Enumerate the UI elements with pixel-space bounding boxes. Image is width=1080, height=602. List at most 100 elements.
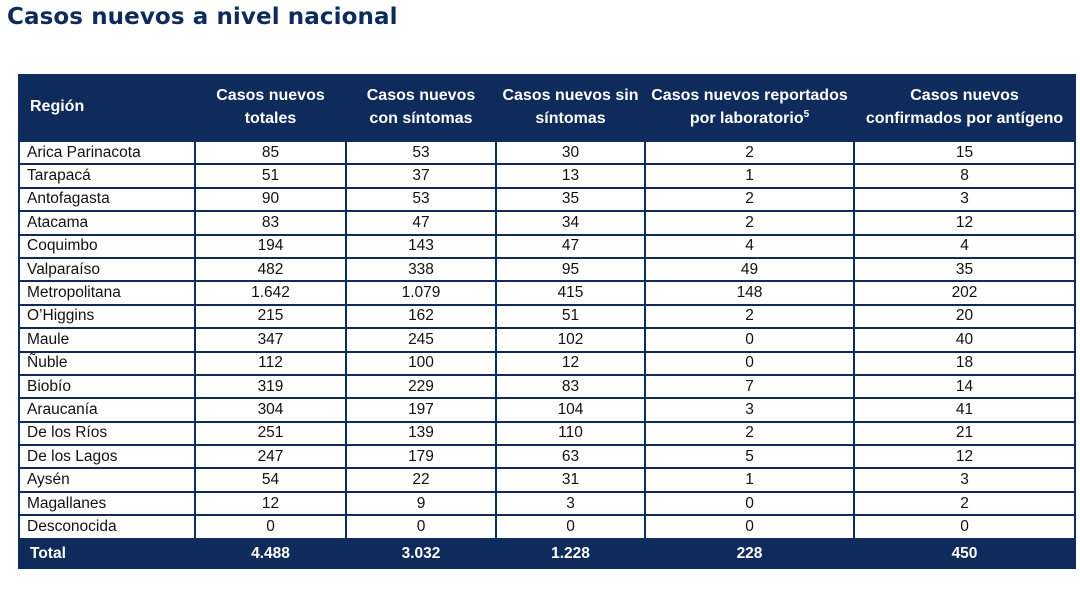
cell-totales: 251: [194, 420, 347, 447]
cell-con-sintomas: 9: [345, 490, 497, 517]
cell-sin-sintomas: 0: [495, 514, 646, 540]
cell-totales: 51: [194, 163, 347, 189]
cell-antigeno: 4: [853, 233, 1076, 259]
cell-region: Biobío: [18, 373, 196, 400]
header-antigeno: Casos nuevos confirmados por antígeno: [853, 74, 1076, 141]
cell-antigeno: 0: [853, 514, 1076, 540]
table-row: Magallanes 12 9 3 0 2: [18, 490, 1076, 517]
cell-region: Araucanía: [18, 397, 196, 423]
table-row: Desconocida 0 0 0 0 0: [18, 514, 1076, 540]
header-region: Región: [18, 74, 196, 141]
cell-totales: 319: [194, 373, 347, 400]
cell-totales: 482: [194, 256, 347, 283]
header-con-sintomas: Casos nuevos con síntomas: [345, 74, 497, 141]
table-row: Aysén 54 22 31 1 3: [18, 467, 1076, 493]
table-row: De los Ríos 251 139 110 2 21: [18, 420, 1076, 447]
footnote-marker: 5: [803, 108, 810, 120]
cell-region: Atacama: [18, 210, 196, 236]
cell-antigeno: 12: [853, 444, 1076, 470]
total-antigeno: 450: [853, 538, 1076, 569]
cell-laboratorio: 2: [644, 303, 855, 330]
cell-totales: 12: [194, 490, 347, 517]
cell-sin-sintomas: 47: [495, 233, 646, 259]
cell-laboratorio: 49: [644, 256, 855, 283]
table-row: Metropolitana 1.642 1.079 415 148 202: [18, 280, 1076, 306]
cell-antigeno: 18: [853, 350, 1076, 376]
total-con-sintomas: 3.032: [345, 538, 497, 569]
cell-antigeno: 202: [853, 280, 1076, 306]
cell-totales: 194: [194, 233, 347, 259]
cell-region: Desconocida: [18, 514, 196, 540]
table-body: Arica Parinacota 85 53 30 2 15 Tarapacá 51 37 13 1…: [18, 139, 1076, 540]
cell-totales: 1.642: [194, 280, 347, 306]
table-row: Valparaíso 482 338 95 49 35: [18, 256, 1076, 283]
cell-laboratorio: 2: [644, 210, 855, 236]
header-row: Región Casos nuevos totales Casos nuevos c…: [18, 74, 1076, 141]
cell-antigeno: 41: [853, 397, 1076, 423]
cell-totales: 83: [194, 210, 347, 236]
cell-con-sintomas: 197: [345, 397, 497, 423]
cell-sin-sintomas: 13: [495, 163, 646, 189]
cell-antigeno: 8: [853, 163, 1076, 189]
cell-antigeno: 21: [853, 420, 1076, 447]
cell-region: Metropolitana: [18, 280, 196, 306]
total-row: Total 4.488 3.032 1.228 228 450: [18, 538, 1076, 569]
cell-laboratorio: 0: [644, 350, 855, 376]
cell-region: Tarapacá: [18, 163, 196, 189]
cell-region: O’Higgins: [18, 303, 196, 330]
cell-laboratorio: 148: [644, 280, 855, 306]
cell-con-sintomas: 338: [345, 256, 497, 283]
cell-antigeno: 20: [853, 303, 1076, 330]
cell-sin-sintomas: 34: [495, 210, 646, 236]
cell-region: Maule: [18, 327, 196, 353]
cell-sin-sintomas: 83: [495, 373, 646, 400]
cell-sin-sintomas: 12: [495, 350, 646, 376]
cell-sin-sintomas: 30: [495, 139, 646, 166]
cell-totales: 304: [194, 397, 347, 423]
cell-region: Antofagasta: [18, 186, 196, 213]
cell-laboratorio: 2: [644, 186, 855, 213]
cell-antigeno: 12: [853, 210, 1076, 236]
cell-antigeno: 2: [853, 490, 1076, 517]
cell-region: Ñuble: [18, 350, 196, 376]
cell-con-sintomas: 229: [345, 373, 497, 400]
cell-laboratorio: 3: [644, 397, 855, 423]
table-row: Coquimbo 194 143 47 4 4: [18, 233, 1076, 259]
cell-antigeno: 14: [853, 373, 1076, 400]
cases-table: Región Casos nuevos totales Casos nuevos c…: [18, 74, 1076, 569]
cell-sin-sintomas: 63: [495, 444, 646, 470]
cell-region: Aysén: [18, 467, 196, 493]
table-row: Biobío 319 229 83 7 14: [18, 373, 1076, 400]
total-totales: 4.488: [194, 538, 347, 569]
table-row: O’Higgins 215 162 51 2 20: [18, 303, 1076, 330]
cell-laboratorio: 0: [644, 490, 855, 517]
cell-antigeno: 3: [853, 186, 1076, 213]
cell-con-sintomas: 139: [345, 420, 497, 447]
cell-laboratorio: 0: [644, 514, 855, 540]
cell-con-sintomas: 53: [345, 139, 497, 166]
cell-con-sintomas: 179: [345, 444, 497, 470]
table-row: Araucanía 304 197 104 3 41: [18, 397, 1076, 423]
cell-sin-sintomas: 51: [495, 303, 646, 330]
cell-totales: 0: [194, 514, 347, 540]
cell-con-sintomas: 100: [345, 350, 497, 376]
cell-sin-sintomas: 110: [495, 420, 646, 447]
cell-con-sintomas: 162: [345, 303, 497, 330]
cell-con-sintomas: 245: [345, 327, 497, 353]
cell-con-sintomas: 47: [345, 210, 497, 236]
cell-sin-sintomas: 31: [495, 467, 646, 493]
table-header: Región Casos nuevos totales Casos nuevos c…: [18, 74, 1076, 141]
cell-laboratorio: 1: [644, 163, 855, 189]
cell-totales: 90: [194, 186, 347, 213]
header-laboratorio: Casos nuevos reportados por laboratorio5: [644, 74, 855, 141]
cell-laboratorio: 1: [644, 467, 855, 493]
header-totales: Casos nuevos totales: [194, 74, 347, 141]
total-sin-sintomas: 1.228: [495, 538, 646, 569]
cell-antigeno: 40: [853, 327, 1076, 353]
cell-totales: 215: [194, 303, 347, 330]
cell-sin-sintomas: 102: [495, 327, 646, 353]
cell-con-sintomas: 0: [345, 514, 497, 540]
cell-laboratorio: 0: [644, 327, 855, 353]
total-label: Total: [18, 538, 196, 569]
cell-sin-sintomas: 35: [495, 186, 646, 213]
